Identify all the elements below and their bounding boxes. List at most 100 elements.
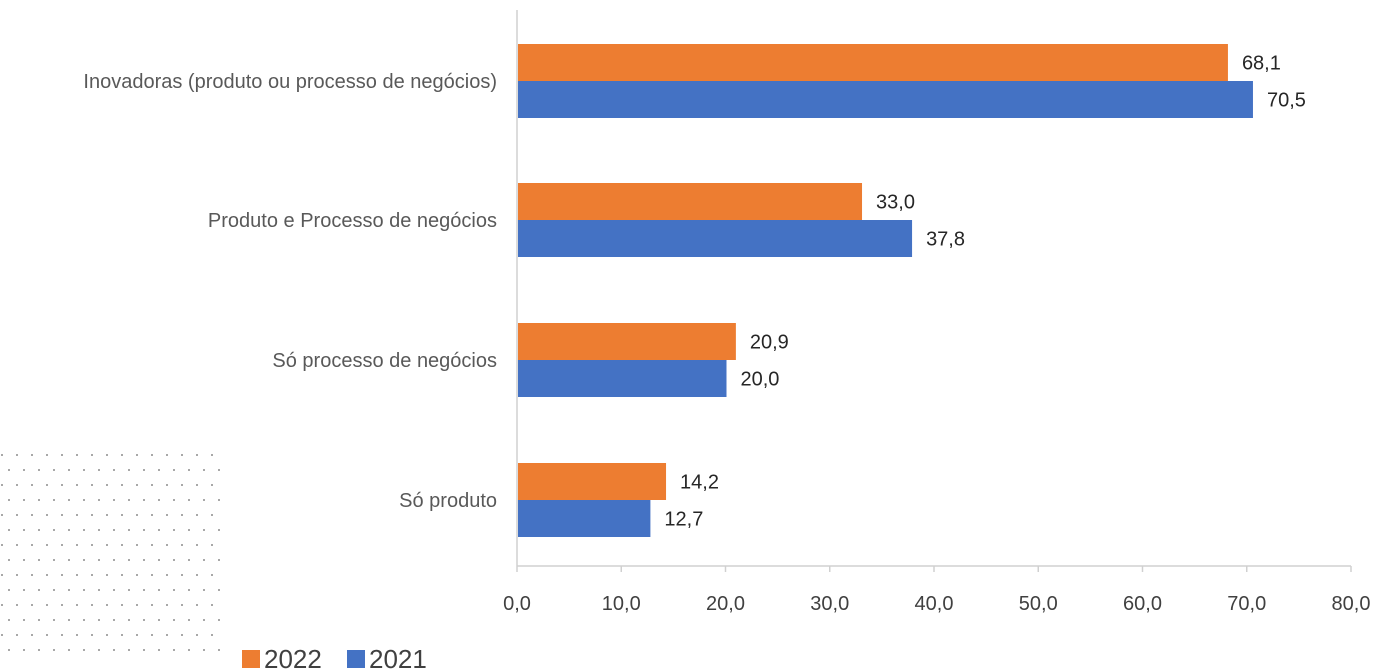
data-label-2021: 37,8 <box>926 229 965 251</box>
pattern-dot <box>16 604 18 606</box>
data-label-2022: 68,1 <box>1242 53 1281 75</box>
pattern-dot <box>23 559 25 561</box>
pattern-dot <box>31 574 33 576</box>
pattern-dot <box>83 529 85 531</box>
pattern-dot <box>106 574 108 576</box>
pattern-dot <box>173 589 175 591</box>
x-tick-label: 80,0 <box>1332 593 1371 615</box>
pattern-dot <box>31 634 33 636</box>
pattern-dot <box>68 469 70 471</box>
pattern-dot <box>136 604 138 606</box>
pattern-dot <box>218 619 220 621</box>
data-label-2021: 12,7 <box>664 509 703 531</box>
pattern-dot <box>121 454 123 456</box>
pattern-dot <box>76 514 78 516</box>
pattern-dot <box>211 634 213 636</box>
pattern-dot <box>181 454 183 456</box>
pattern-dot <box>211 574 213 576</box>
pattern-dot <box>68 529 70 531</box>
pattern-dot <box>1 484 3 486</box>
pattern-dot <box>106 484 108 486</box>
x-tick-label: 60,0 <box>1123 593 1162 615</box>
pattern-dot <box>16 514 18 516</box>
x-tick-label: 10,0 <box>602 593 641 615</box>
category-label: Produto e Processo de negócios <box>208 210 497 232</box>
pattern-dot <box>8 619 10 621</box>
pattern-dot <box>203 529 205 531</box>
pattern-dot <box>136 574 138 576</box>
x-tick-label: 20,0 <box>706 593 745 615</box>
pattern-dot <box>31 514 33 516</box>
pattern-dot <box>53 499 55 501</box>
pattern-dot <box>61 634 63 636</box>
pattern-dot <box>121 604 123 606</box>
pattern-dot <box>53 619 55 621</box>
pattern-dot <box>151 544 153 546</box>
pattern-dot <box>188 499 190 501</box>
pattern-dot <box>196 604 198 606</box>
pattern-dot <box>76 484 78 486</box>
data-label-2021: 20,0 <box>741 369 780 391</box>
pattern-dot <box>98 559 100 561</box>
pattern-dot <box>128 559 130 561</box>
pattern-dot <box>128 649 130 651</box>
pattern-dot <box>158 529 160 531</box>
pattern-dot <box>166 514 168 516</box>
pattern-dot <box>128 589 130 591</box>
pattern-dot <box>16 454 18 456</box>
pattern-dot <box>23 649 25 651</box>
pattern-dot <box>196 634 198 636</box>
pattern-dot <box>143 529 145 531</box>
data-labels: 68,1 33,0 20,9 14,2 70,5 37,8 20,0 12,7 <box>664 53 1306 531</box>
pattern-dot <box>188 619 190 621</box>
pattern-dot <box>68 559 70 561</box>
pattern-dot <box>8 469 10 471</box>
pattern-dot <box>1 454 3 456</box>
pattern-dot <box>151 454 153 456</box>
pattern-dot <box>106 634 108 636</box>
pattern-dot <box>128 529 130 531</box>
pattern-dot <box>83 559 85 561</box>
pattern-dot <box>106 544 108 546</box>
pattern-dot <box>173 469 175 471</box>
pattern-dot <box>91 544 93 546</box>
pattern-dot <box>136 484 138 486</box>
pattern-dot <box>196 514 198 516</box>
bar-2021 <box>518 81 1253 118</box>
pattern-dot <box>128 499 130 501</box>
pattern-dot <box>68 499 70 501</box>
pattern-dot <box>68 619 70 621</box>
pattern-dot <box>143 559 145 561</box>
pattern-dot <box>8 529 10 531</box>
pattern-dot <box>203 559 205 561</box>
bar-2022 <box>518 463 667 500</box>
pattern-dot <box>136 454 138 456</box>
pattern-dot <box>211 484 213 486</box>
category-label: Só produto <box>399 490 497 512</box>
pattern-dot <box>76 604 78 606</box>
pattern-dot <box>76 544 78 546</box>
pattern-dot <box>203 589 205 591</box>
pattern-dot <box>196 544 198 546</box>
pattern-dot <box>53 589 55 591</box>
pattern-dot <box>46 544 48 546</box>
pattern-dot <box>166 574 168 576</box>
bar-2022 <box>518 44 1228 81</box>
pattern-dot <box>8 559 10 561</box>
pattern-dot <box>128 469 130 471</box>
pattern-dot <box>53 469 55 471</box>
pattern-dot <box>1 574 3 576</box>
pattern-dot <box>91 484 93 486</box>
pattern-dot <box>143 619 145 621</box>
pattern-dot <box>173 619 175 621</box>
pattern-dot <box>23 499 25 501</box>
pattern-dot <box>136 634 138 636</box>
pattern-dot <box>23 619 25 621</box>
legend: 2022 2021 <box>242 644 427 671</box>
pattern-dot <box>211 604 213 606</box>
pattern-dot <box>166 484 168 486</box>
pattern-dot <box>46 574 48 576</box>
pattern-dot <box>16 634 18 636</box>
pattern-dot <box>181 514 183 516</box>
pattern-dot <box>38 619 40 621</box>
